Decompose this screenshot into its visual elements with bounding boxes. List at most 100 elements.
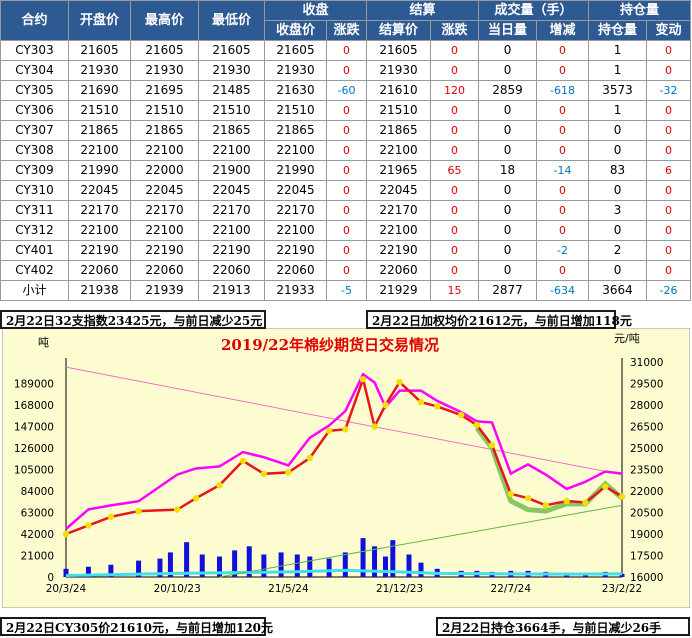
price-point bbox=[107, 513, 115, 520]
cell-settle: 21929 bbox=[366, 280, 432, 301]
x-tick-label: 20/3/24 bbox=[46, 583, 87, 595]
x-tick-label: 22/7/24 bbox=[491, 583, 532, 595]
cell-close: 21930 bbox=[264, 60, 327, 81]
cell-oi-chg: 0 bbox=[646, 40, 692, 61]
right-tick-label: 19000 bbox=[630, 529, 663, 541]
group-header-settle: 结算 bbox=[366, 0, 480, 21]
cell-open: 21605 bbox=[68, 40, 131, 61]
price-point bbox=[582, 499, 589, 506]
volume-bar bbox=[406, 554, 412, 577]
cell-oi-chg: 0 bbox=[646, 200, 692, 221]
cell-contract: CY307 bbox=[0, 120, 69, 141]
cell-vol: 0 bbox=[478, 60, 538, 81]
col-header-high: 最高价 bbox=[130, 0, 199, 41]
cell-vol: 0 bbox=[478, 140, 538, 161]
volume-bar bbox=[294, 554, 300, 577]
cell-oi-chg: 0 bbox=[646, 240, 692, 261]
col-header-contract: 合约 bbox=[0, 0, 69, 41]
cell-settle: 22170 bbox=[366, 200, 432, 221]
cell-vol: 2859 bbox=[478, 80, 538, 101]
volume-bar bbox=[108, 564, 114, 577]
summary-index: 2月22日32支指数23425元，与前日减少25元 bbox=[0, 310, 266, 329]
cell-high: 22100 bbox=[130, 220, 199, 241]
col-header-settle-price: 结算价 bbox=[366, 20, 432, 41]
price-oi-chart: 2019/22年棉纱期货日交易情况 吨 元/吨 0 21000 42000 63000 840… bbox=[2, 328, 690, 608]
cell-low: 22100 bbox=[198, 220, 265, 241]
price-point bbox=[458, 411, 465, 419]
cell-low: 22100 bbox=[198, 140, 265, 161]
table-row: CY402 22060 22060 22060 22060 0 22060 0 0 0 0 0 bbox=[0, 260, 692, 281]
cell-settle-chg: 15 bbox=[430, 280, 480, 301]
right-tick-label: 29500 bbox=[630, 379, 663, 391]
cell-settle: 21930 bbox=[366, 60, 432, 81]
right-tick-label: 28000 bbox=[630, 400, 663, 412]
table-row: CY304 21930 21930 21930 21930 0 21930 0 0 0 1 0 bbox=[0, 60, 692, 81]
price-point bbox=[602, 483, 609, 490]
cell-close: 22100 bbox=[264, 220, 327, 241]
table-row: CY305 21690 21695 21485 21630 -60 21610 120 2859… bbox=[0, 80, 692, 101]
volume-bar bbox=[63, 568, 69, 577]
table-row: CY303 21605 21605 21605 21605 0 21605 0 0 0 1 0 bbox=[0, 40, 692, 61]
cell-low: 22170 bbox=[198, 200, 265, 221]
cell-vol-chg: -634 bbox=[536, 280, 590, 301]
price-point bbox=[325, 427, 333, 434]
group-header-close: 收盘 bbox=[263, 0, 368, 21]
cell-vol-chg: 0 bbox=[536, 140, 590, 161]
cell-vol-chg: 0 bbox=[536, 100, 590, 121]
cell-vol: 18 bbox=[478, 160, 538, 181]
volume-bar bbox=[157, 558, 163, 577]
cell-settle-chg: 0 bbox=[430, 40, 480, 61]
left-tick-label: 21000 bbox=[21, 551, 54, 563]
cell-close-chg: 0 bbox=[325, 240, 368, 261]
cell-open: 22100 bbox=[68, 220, 131, 241]
price-point bbox=[260, 470, 268, 477]
cell-close-chg: 0 bbox=[325, 220, 368, 241]
volume-bar bbox=[232, 550, 238, 577]
cell-open: 21510 bbox=[68, 100, 131, 121]
price-point bbox=[135, 507, 142, 515]
table-row: CY307 21865 21865 21865 21865 0 21865 0 0 0 0 0 bbox=[0, 120, 692, 141]
cell-oi: 2 bbox=[588, 240, 648, 261]
cell-open: 22100 bbox=[68, 140, 131, 161]
volume-bar bbox=[326, 558, 332, 577]
right-tick-label: 17500 bbox=[630, 551, 663, 563]
left-tick-label: 126000 bbox=[14, 443, 54, 455]
cell-oi: 3 bbox=[588, 200, 648, 221]
cell-open: 22045 bbox=[68, 180, 131, 201]
x-tick-label: 21/12/23 bbox=[376, 583, 423, 595]
cell-oi-chg: 0 bbox=[646, 220, 692, 241]
cell-settle-chg: 0 bbox=[430, 100, 480, 121]
left-tick-label: 189000 bbox=[14, 379, 54, 391]
volume-bar bbox=[342, 552, 348, 577]
table-body: CY303 21605 21605 21605 21605 0 21605 0 0 0 1 0 CY30… bbox=[0, 40, 692, 301]
price-point bbox=[396, 378, 403, 386]
col-header-open: 开盘价 bbox=[68, 0, 131, 41]
cell-contract: CY306 bbox=[0, 100, 69, 121]
cell-settle-chg: 0 bbox=[430, 120, 480, 141]
summary-weighted-price: 2月22日加权均价21612元，与前日增加118元 bbox=[366, 310, 632, 329]
price-trend-line bbox=[219, 504, 623, 578]
table-row: CY306 21510 21510 21510 21510 0 21510 0 0 0 1 0 bbox=[0, 100, 692, 121]
col-header-oi: 持仓量 bbox=[588, 20, 648, 41]
left-tick-label: 168000 bbox=[14, 400, 54, 412]
cell-high: 21865 bbox=[130, 120, 199, 141]
volume-bar bbox=[167, 552, 173, 577]
futures-table: 合约 开盘价 最高价 最低价 收盘 结算 成交量（手） 持仓量 收盘价 涨跌 结… bbox=[0, 0, 692, 301]
cell-low: 21485 bbox=[198, 80, 265, 101]
col-header-low: 最低价 bbox=[198, 0, 265, 41]
cell-oi-chg: 0 bbox=[646, 260, 692, 281]
price-point bbox=[524, 494, 532, 502]
right-tick-label: 16000 bbox=[630, 572, 663, 584]
cell-vol-chg: -618 bbox=[536, 80, 590, 101]
right-axis-unit: 元/吨 bbox=[614, 332, 640, 345]
cell-vol: 0 bbox=[478, 200, 538, 221]
cell-open: 22190 bbox=[68, 240, 131, 261]
cell-open: 21990 bbox=[68, 160, 131, 181]
table-row: CY401 22190 22190 22190 22190 0 22190 0 0 -2 2 0 bbox=[0, 240, 692, 261]
cell-vol: 0 bbox=[478, 220, 538, 241]
cell-oi-chg: 0 bbox=[646, 120, 692, 141]
cell-low: 22045 bbox=[198, 180, 265, 201]
cell-close: 22170 bbox=[264, 200, 327, 221]
cell-contract: CY303 bbox=[0, 40, 69, 61]
volume-bar bbox=[307, 556, 313, 577]
